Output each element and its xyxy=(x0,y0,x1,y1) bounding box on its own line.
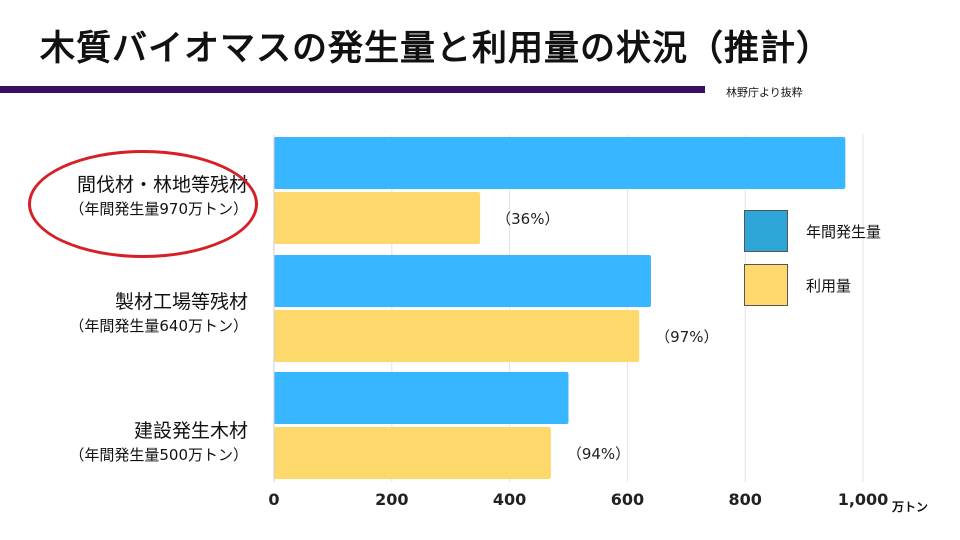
legend-label: 年間発生量 xyxy=(806,222,882,241)
category-sublabel: （年間発生量640万トン） xyxy=(69,317,248,335)
data-label: （97%） xyxy=(655,328,718,346)
highlight-oval xyxy=(28,150,258,258)
legend-item-generation: 年間発生量 xyxy=(744,210,881,252)
source-note: 林野庁より抜粋 xyxy=(726,86,803,99)
legend-label: 利用量 xyxy=(806,276,852,295)
category-label-2: 建設発生木材 （年間発生量500万トン） xyxy=(16,418,248,466)
bar xyxy=(274,427,551,479)
category-label-1: 製材工場等残材 （年間発生量640万トン） xyxy=(16,289,248,337)
x-tick-label: 400 xyxy=(493,490,526,509)
x-tick-label: 1,000 xyxy=(838,490,889,509)
title-underline xyxy=(0,86,705,93)
category-sublabel: （年間発生量500万トン） xyxy=(69,446,248,464)
x-tick-label: 0 xyxy=(268,490,279,509)
x-tick-label: 200 xyxy=(375,490,408,509)
category-name: 製材工場等残材 xyxy=(114,291,248,313)
legend-swatch xyxy=(744,210,788,252)
category-name: 建設発生木材 xyxy=(133,420,248,442)
x-axis-unit: 万トン xyxy=(892,500,929,514)
x-tick-label: 600 xyxy=(611,490,644,509)
legend-swatch xyxy=(744,264,788,306)
bar xyxy=(274,310,640,362)
slide-title: 木質バイオマスの発生量と利用量の状況（推計） xyxy=(40,29,833,69)
data-label: （36%） xyxy=(496,210,559,228)
bar xyxy=(274,192,481,244)
legend-item-usage: 利用量 xyxy=(744,264,851,306)
data-label: （94%） xyxy=(567,445,630,463)
bar xyxy=(274,137,846,189)
bar xyxy=(274,255,651,307)
x-tick-label: 800 xyxy=(728,490,761,509)
bar xyxy=(274,372,569,424)
